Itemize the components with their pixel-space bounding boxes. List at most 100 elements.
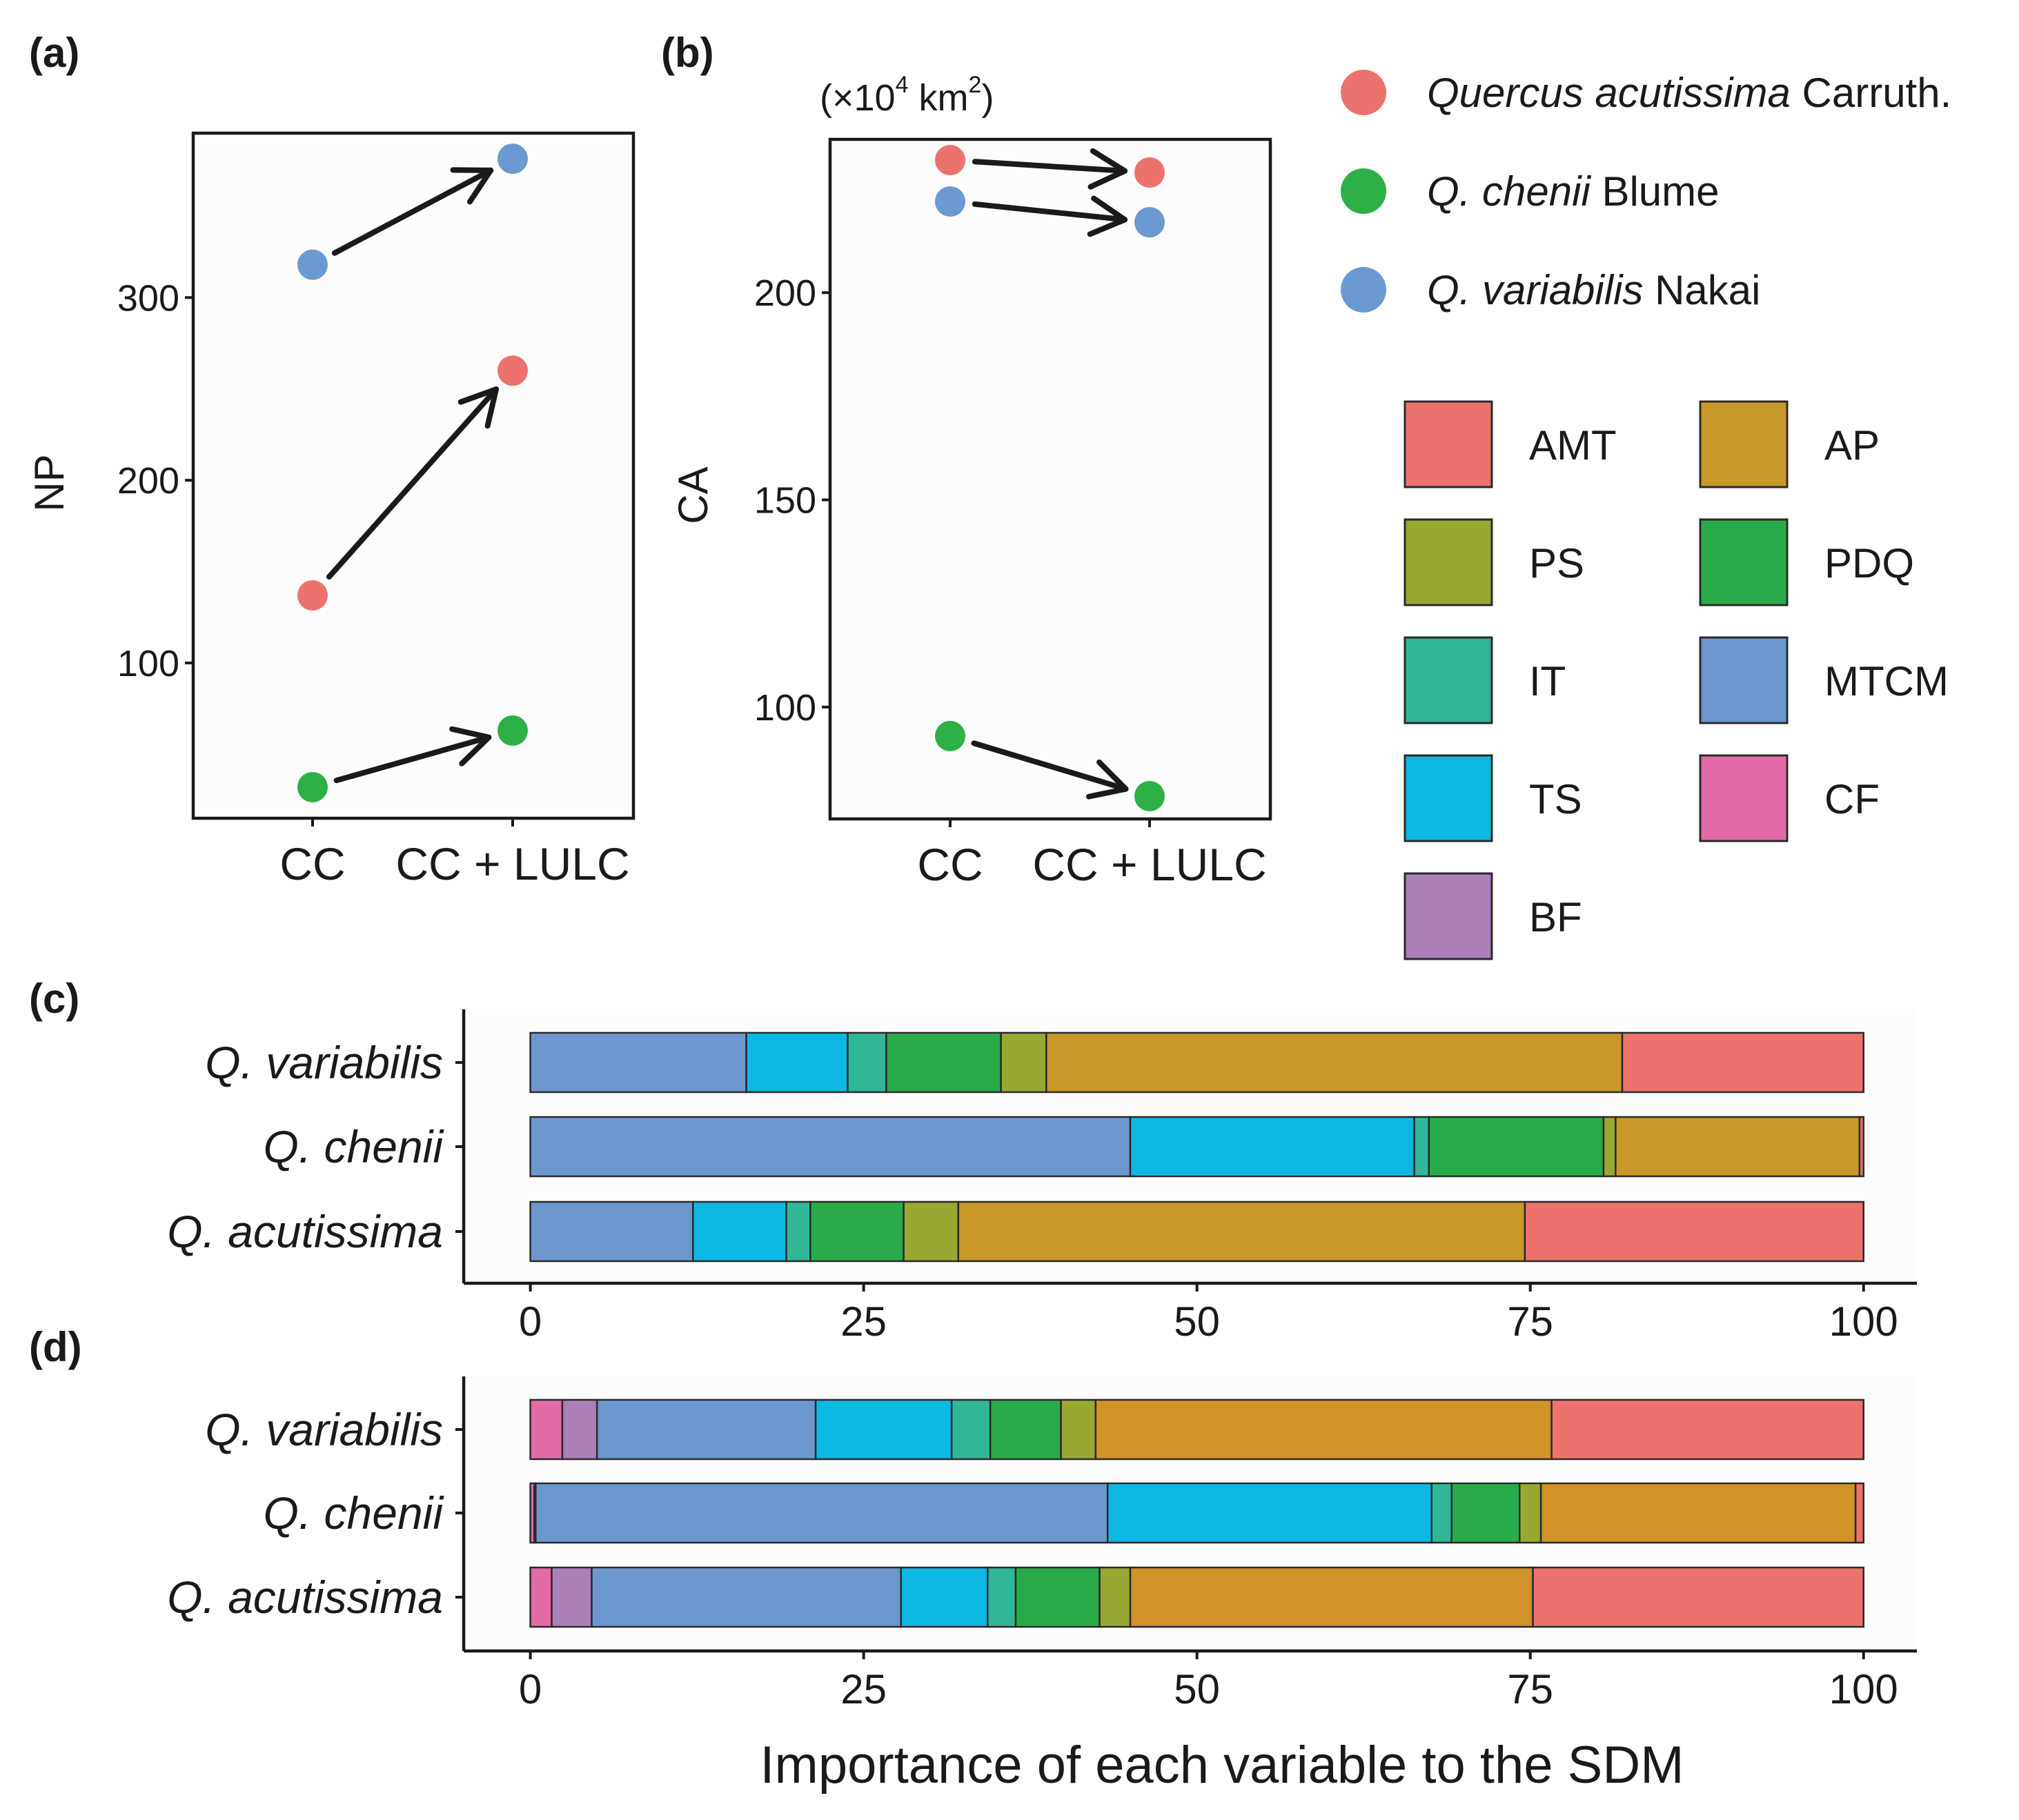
variable-key [1404, 872, 1493, 960]
bar-segment-ps [1060, 1398, 1097, 1461]
point-cc-lulc [498, 144, 528, 175]
species-name: Q. variabilis [1427, 267, 1643, 313]
y-tick-label: 100 [754, 687, 816, 729]
species-author: Carruth. [1791, 70, 1951, 116]
x-tick-label: CC + LULC [1032, 839, 1266, 890]
point-cc [935, 145, 965, 176]
variable-key [1699, 518, 1789, 606]
variable-legend-label: PDQ [1824, 540, 1914, 586]
unit-label: (×104 km2) [820, 72, 994, 119]
bar-segment-mtcm [591, 1566, 902, 1628]
bar-segment-ps [1518, 1482, 1542, 1544]
bar-segment-mtcm [529, 1200, 694, 1263]
change-arrow [333, 734, 492, 784]
variable-key [1699, 754, 1789, 842]
bar-segment-ap [1129, 1566, 1534, 1628]
y-tick-label: Q. variabilis [205, 1037, 443, 1088]
bar-segment-pdq [1450, 1482, 1521, 1544]
bar-segment-bf [561, 1398, 598, 1461]
bar-segment-mtcm [595, 1398, 817, 1461]
change-arrow [326, 386, 500, 580]
bar-segment-ts [900, 1566, 989, 1628]
variable-legend-label: TS [1529, 776, 1582, 822]
bar-segment-it [785, 1200, 811, 1263]
bar-segment-ap [1615, 1116, 1861, 1178]
point-cc-lulc [1134, 157, 1165, 188]
variable-legend-label: IT [1529, 658, 1566, 704]
bar-segment-ap [1045, 1031, 1624, 1094]
bar-segment-ps [1602, 1116, 1617, 1178]
bar-segment-it [847, 1031, 887, 1094]
species-author: Nakai [1643, 267, 1760, 313]
x-axis-label: Importance of each variable to the SDM [760, 1736, 1684, 1794]
point-cc [297, 580, 328, 611]
arrow-head [450, 167, 494, 205]
unit-suffix: ) [981, 77, 994, 119]
species-legend-label: Q. variabilis Nakai [1427, 267, 1761, 313]
species-key [1341, 70, 1386, 115]
variable-legend: AMT AP PS PDQ IT MTCM TS CF BF [1404, 400, 1949, 960]
variable-legend-label: AP [1824, 422, 1880, 468]
point-cc [935, 720, 965, 751]
variable-legend-label: CF [1824, 776, 1880, 822]
variable-key [1699, 400, 1789, 488]
unit-exponent: 2 [969, 72, 982, 98]
bar-segment-ts [814, 1398, 953, 1461]
variable-key [1404, 754, 1493, 842]
point-cc-lulc [498, 715, 528, 746]
y-axis-label: NP [26, 454, 72, 511]
bar-segment-mtcm [535, 1482, 1109, 1544]
bar-segment-it [1430, 1482, 1452, 1544]
unit-km: km [909, 77, 969, 119]
variable-legend-label: AMT [1529, 422, 1617, 468]
variable-key [1404, 400, 1493, 488]
species-name: Quercus acutissima [1427, 70, 1791, 116]
variable-key [1699, 636, 1789, 724]
arrow-head [457, 386, 500, 429]
y-tick-label: 300 [117, 277, 179, 319]
x-tick-label: 50 [1174, 1666, 1220, 1712]
bar-segment-pdq [809, 1200, 905, 1263]
change-arrow [972, 159, 1128, 174]
bar-segment-mtcm [529, 1031, 747, 1094]
x-tick-label: 100 [1829, 1298, 1898, 1345]
bar-segment-amt [1532, 1566, 1864, 1628]
bar-segment-amt [1854, 1482, 1864, 1544]
species-author: Blume [1590, 168, 1720, 215]
bar-segment-cf [529, 1566, 553, 1628]
bar-segment-pdq [885, 1031, 1002, 1094]
y-tick-label: Q. acutissima [167, 1572, 443, 1623]
y-tick-label: 100 [117, 643, 179, 684]
panel-letter: (b) [661, 30, 714, 76]
arrow-head [449, 726, 492, 766]
point-cc [935, 186, 965, 217]
species-legend: Quercus acutissima Carruth. Q. chenii Blu… [1341, 70, 1951, 313]
bar-segment-mtcm [529, 1116, 1132, 1178]
bar-segment-ps [1099, 1566, 1132, 1628]
species-key [1341, 267, 1386, 313]
x-tick-label: CC [917, 839, 983, 890]
arrow-head [1087, 195, 1128, 237]
x-tick-label: 25 [840, 1666, 887, 1712]
x-tick-label: 75 [1507, 1298, 1553, 1345]
y-tick-label: Q. variabilis [205, 1404, 443, 1455]
variable-key [1404, 636, 1493, 724]
x-tick-label: 0 [519, 1666, 542, 1712]
species-legend-label: Quercus acutissima Carruth. [1427, 70, 1951, 116]
variable-legend-label: MTCM [1824, 658, 1949, 704]
bar-segment-it [1413, 1116, 1430, 1178]
bar-segment-ap [1539, 1482, 1857, 1544]
bar-segment-ts [745, 1031, 849, 1094]
variable-key [1404, 518, 1493, 606]
change-arrow [971, 740, 1129, 792]
x-tick-label: CC [279, 838, 345, 889]
point-cc-lulc [1134, 780, 1165, 811]
point-cc-lulc [1134, 207, 1165, 238]
bar-segment-pdq [1428, 1116, 1605, 1178]
variable-legend-label: BF [1529, 894, 1582, 940]
x-tick-label: 0 [519, 1298, 542, 1345]
species-key [1341, 168, 1386, 214]
y-tick-label: 200 [117, 460, 179, 502]
species-legend-label: Q. chenii Blume [1427, 168, 1720, 215]
x-tick-label: CC + LULC [395, 838, 629, 889]
